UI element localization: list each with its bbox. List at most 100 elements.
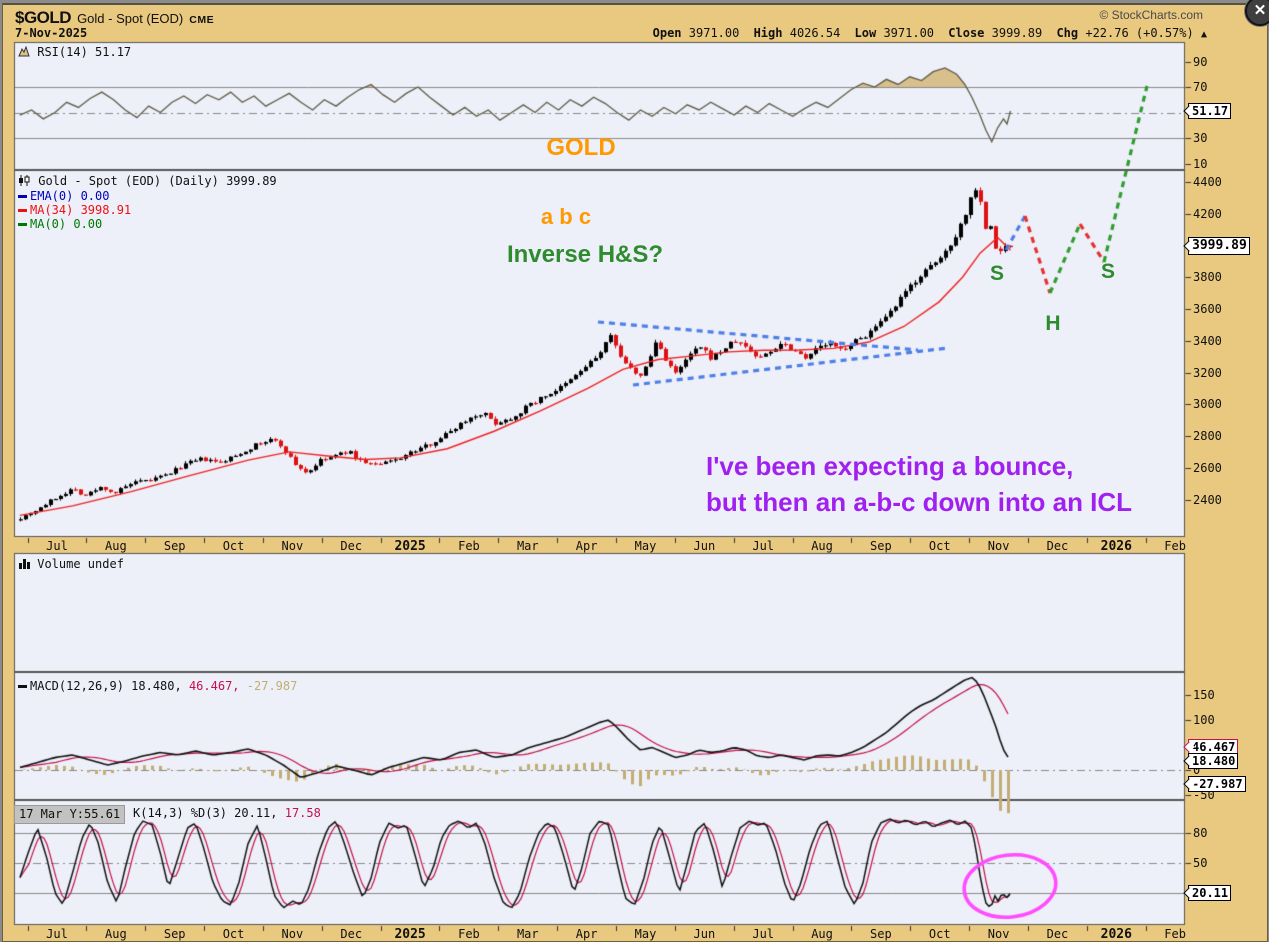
close-value: 3999.89 <box>991 26 1043 40</box>
month-label: Nov <box>987 539 1010 553</box>
month-label: Oct <box>222 539 245 553</box>
month-label: Aug <box>105 927 127 941</box>
axis-value-callout: 51.17 <box>1188 103 1232 119</box>
annotation-text: S <box>1100 260 1116 283</box>
line-swatch-icon <box>18 223 27 226</box>
month-label: 2026 <box>1100 539 1132 554</box>
volume-bars-icon <box>19 559 30 569</box>
overlay-legend-ema: EMA(0) 0.00 <box>18 189 109 203</box>
month-label: Nov <box>281 927 304 941</box>
annotation-text: Inverse H&S? <box>506 241 664 268</box>
instrument-name: Gold - Spot (EOD) <box>77 11 184 26</box>
axis-tick-label: 0 <box>1193 763 1201 777</box>
month-label: Sep <box>163 927 186 941</box>
high-label: High <box>753 26 783 40</box>
axis-tick-label: 3200 <box>1193 365 1222 380</box>
axis-tick-label: 2800 <box>1193 429 1222 443</box>
axis-tick-label: 2600 <box>1193 460 1222 475</box>
annotation-text: H <box>1045 312 1061 335</box>
axis-tick-label: 3000 <box>1193 397 1222 412</box>
line-swatch-icon <box>18 209 27 212</box>
month-label: 2025 <box>394 539 426 554</box>
month-label: Apr <box>575 539 598 553</box>
crosshair-tooltip: 17 Mar Y:55.61 <box>14 805 126 824</box>
month-label: Apr <box>575 927 598 941</box>
month-label: 2025 <box>394 927 426 942</box>
month-label: Dec <box>1046 539 1069 553</box>
month-label: Mar <box>516 539 539 553</box>
candlestick-icon <box>19 175 30 186</box>
high-value: 4026.54 <box>789 26 841 40</box>
month-label: Dec <box>340 539 363 553</box>
axis-value-callout: -27.987 <box>1188 775 1246 792</box>
month-label: Jun <box>693 539 716 553</box>
month-label: Jul <box>752 539 775 553</box>
axis-tick-label: 90 <box>1193 54 1208 69</box>
up-arrow-icon: ▲ <box>1200 29 1207 40</box>
overlay-legend-ma34: MA(34) 3998.91 <box>18 203 131 217</box>
chg-label: Chg <box>1056 26 1079 40</box>
chart-date: 7-Nov-2025 <box>15 26 88 40</box>
axis-value-callout: 18.480 <box>1188 752 1239 769</box>
open-label: Open <box>652 26 682 40</box>
month-label: Jul <box>752 927 775 941</box>
annotation-text: I've been expecting a bounce, <box>706 451 1074 481</box>
stoch-legend: K(14,3) %D(3) 20.11, 17.58 <box>133 806 321 820</box>
close-label: Close <box>948 26 985 40</box>
chg-value: +22.76 (+0.57%) <box>1085 26 1194 40</box>
axis-tick-label: 3600 <box>1193 302 1222 316</box>
month-label: 2026 <box>1100 927 1132 942</box>
axis-tick-label: 3400 <box>1193 333 1222 348</box>
month-label: Aug <box>811 539 833 553</box>
axis-tick-label: 50 <box>1193 856 1208 870</box>
month-label: Sep <box>870 927 892 941</box>
axis-tick-label: 30 <box>1193 131 1208 145</box>
month-label: Feb <box>1164 927 1186 941</box>
close-button[interactable]: ✕ <box>1245 0 1269 26</box>
macd-line-swatch <box>18 685 27 688</box>
month-label: Jul <box>46 927 68 941</box>
rsi-legend: RSI(14) 51.17 <box>18 45 131 59</box>
month-label: Oct <box>928 539 951 553</box>
axis-tick-label: 100 <box>1193 713 1215 727</box>
copyright-label: © StockCharts.com <box>1099 8 1203 22</box>
axis-tick-label: 2400 <box>1193 492 1222 507</box>
month-label: Dec <box>340 927 363 941</box>
annotation-text: a b c <box>540 204 592 229</box>
axis-tick-label: 150 <box>1193 688 1215 702</box>
macd-legend: MACD(12,26,9) 18.480, 46.467, -27.987 <box>18 679 297 693</box>
overlay-legend-ma0: MA(0) 0.00 <box>18 217 102 231</box>
month-label: Mar <box>516 927 539 941</box>
month-label: Aug <box>811 927 833 941</box>
volume-legend: Volume undef <box>18 557 124 571</box>
low-value: 3971.00 <box>883 26 935 40</box>
month-label: Feb <box>458 539 480 553</box>
month-label: Nov <box>281 539 304 553</box>
quote-row: Open 3971.00 High 4026.54 Low 3971.00 Cl… <box>646 26 1207 40</box>
line-swatch-icon <box>18 195 27 198</box>
month-label: May <box>634 539 657 553</box>
month-label: Sep <box>870 539 892 553</box>
axis-value-callout: 3999.89 <box>1188 236 1250 255</box>
low-label: Low <box>854 26 877 40</box>
axis-tick-label: 80 <box>1193 826 1208 840</box>
annotation-text: GOLD <box>546 134 616 161</box>
open-value: 3971.00 <box>688 26 740 40</box>
axis-value-callout: 20.11 <box>1188 884 1232 901</box>
axis-tick-label: 4200 <box>1193 206 1222 221</box>
axis-tick-label: 70 <box>1193 80 1208 94</box>
month-label: Oct <box>928 927 951 941</box>
rsi-area-icon <box>18 45 30 57</box>
month-label: Jun <box>693 927 716 941</box>
chart-title: $GOLD Gold - Spot (EOD) CME <box>15 8 214 28</box>
annotation-text: but then an a-b-c down into an ICL <box>706 487 1133 517</box>
month-label: Feb <box>1164 539 1186 553</box>
axis-tick-label: 10 <box>1193 156 1208 171</box>
exchange-label: CME <box>189 14 215 26</box>
month-label: Nov <box>987 927 1010 941</box>
axis-tick-label: 3800 <box>1193 270 1222 285</box>
month-label: May <box>634 927 657 941</box>
month-label: Feb <box>458 927 480 941</box>
month-label: Sep <box>163 539 186 553</box>
